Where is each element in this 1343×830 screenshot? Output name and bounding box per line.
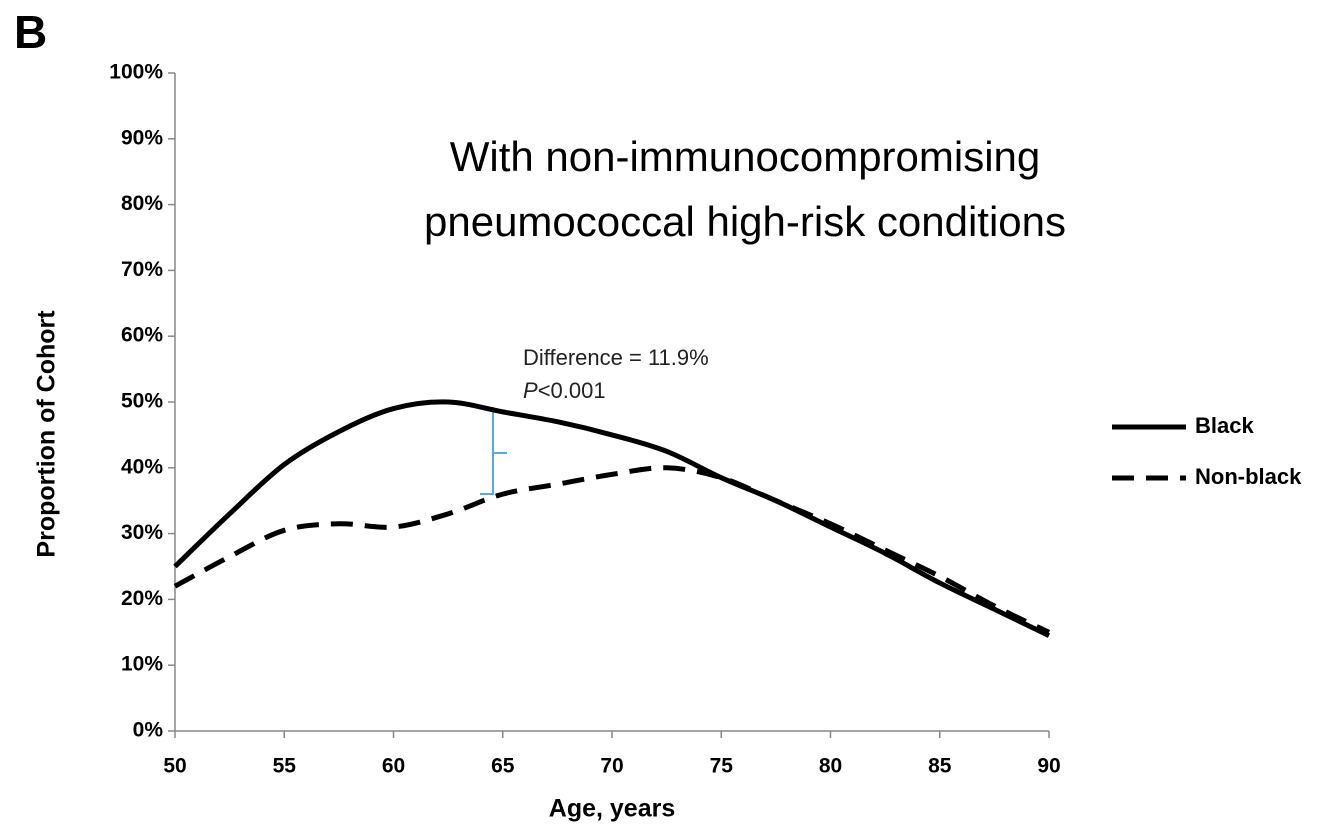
x-axis-title: Age, years [549, 795, 675, 823]
panel-label: B [14, 6, 47, 58]
y-axis-title: Proportion of Cohort [33, 310, 61, 558]
y-tick-label: 100% [109, 61, 163, 84]
chart-title: With non-immunocompromising [450, 133, 1041, 180]
legend-label: Black [1195, 413, 1254, 438]
y-tick-label: 80% [121, 192, 163, 215]
y-tick-label: 20% [121, 587, 163, 610]
y-tick-label: 60% [121, 324, 163, 347]
x-tick-label: 60 [382, 755, 405, 778]
y-tick-label: 90% [121, 126, 163, 149]
legend-label: Non-black [1195, 464, 1302, 489]
x-tick-label: 70 [600, 755, 623, 778]
x-tick-label: 80 [819, 755, 842, 778]
y-tick-label: 40% [121, 455, 163, 478]
difference-bracket [480, 407, 507, 495]
chart-title: pneumococcal high-risk conditions [424, 198, 1066, 245]
y-tick-label: 0% [133, 719, 164, 742]
x-tick-label: 75 [710, 755, 734, 778]
annotation: P<0.001 [523, 378, 606, 403]
x-tick-label: 85 [928, 755, 952, 778]
y-tick-label: 30% [121, 521, 163, 544]
y-tick-label: 10% [121, 653, 163, 676]
data-line [173, 465, 1051, 635]
y-tick-label: 70% [121, 258, 163, 281]
y-tick-label: 50% [121, 390, 163, 413]
x-tick-label: 50 [163, 755, 186, 778]
data-line [173, 399, 1051, 638]
x-tick-label: 90 [1037, 755, 1060, 778]
x-tick-label: 55 [273, 755, 297, 778]
x-tick-label: 65 [491, 755, 515, 778]
annotation: Difference = 11.9% [523, 345, 709, 370]
